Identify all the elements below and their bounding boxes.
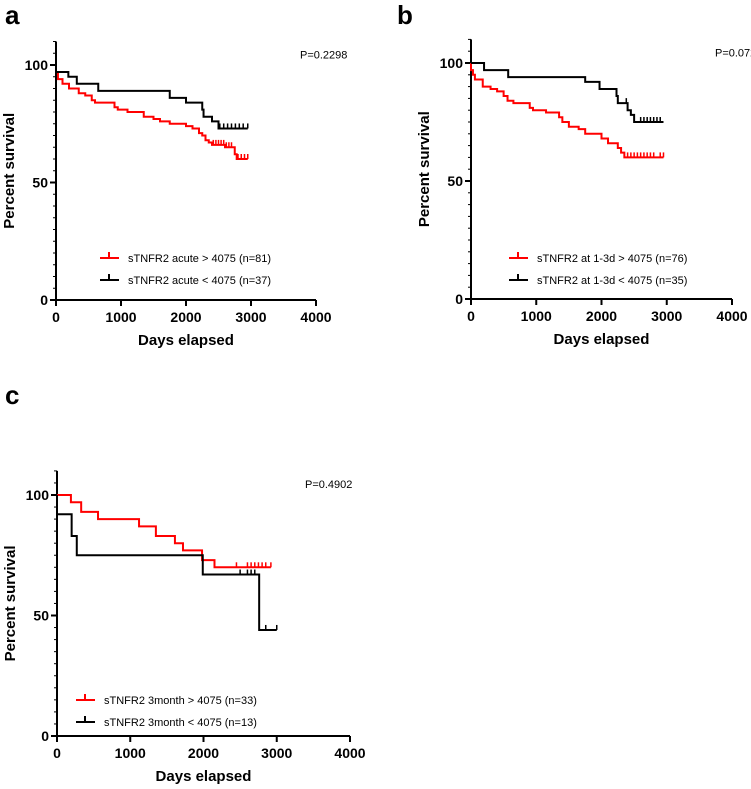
y-tick-label: 100	[25, 57, 49, 73]
y-axis-label: Percent survival	[2, 545, 19, 661]
legend-label: sTNFR2 at 1-3d < 4075 (n=35)	[537, 275, 687, 287]
x-axis-label: Days elapsed	[554, 331, 650, 348]
legend-swatch	[76, 694, 95, 701]
x-tick-label: 4000	[716, 308, 747, 324]
panel-label-b: b	[397, 0, 413, 30]
legend-swatch	[100, 274, 119, 281]
legend-swatch	[509, 252, 528, 259]
survival-curve	[55, 65, 248, 130]
x-tick-label: 3000	[235, 309, 266, 325]
y-tick-label: 100	[440, 55, 464, 71]
legend-swatch	[509, 274, 528, 281]
legend-swatch	[100, 252, 119, 259]
y-tick-label: 0	[40, 292, 48, 308]
survival-curve	[55, 65, 248, 160]
y-tick-label: 50	[33, 608, 49, 624]
legend-label: sTNFR2 3month > 4075 (n=33)	[104, 695, 257, 707]
panel-label-c: c	[5, 380, 20, 410]
x-tick-label: 0	[52, 309, 60, 325]
x-tick-label: 1000	[115, 745, 146, 761]
legend-label: sTNFR2 3month < 4075 (n=13)	[104, 717, 257, 729]
y-tick-label: 0	[41, 728, 49, 744]
x-tick-label: 2000	[188, 745, 219, 761]
legend-label: sTNFR2 acute < 4075 (n=37)	[128, 275, 271, 287]
survival-curve	[470, 63, 664, 159]
x-tick-label: 1000	[521, 308, 552, 324]
x-tick-label: 0	[53, 745, 61, 761]
survival-curve	[57, 494, 271, 569]
x-tick-label: 4000	[300, 309, 331, 325]
y-axis-label: Percent survival	[416, 111, 433, 227]
legend-label: sTNFR2 acute > 4075 (n=81)	[128, 253, 271, 265]
panel-label-a: a	[5, 0, 20, 30]
survival-curve	[471, 62, 664, 123]
x-tick-label: 1000	[105, 309, 136, 325]
x-tick-label: 0	[467, 308, 475, 324]
legend-label: sTNFR2 at 1-3d > 4075 (n=76)	[537, 253, 687, 265]
y-tick-label: 0	[455, 291, 463, 307]
x-axis-label: Days elapsed	[156, 768, 252, 785]
legend-swatch	[76, 716, 95, 723]
x-tick-label: 2000	[170, 309, 201, 325]
p-value: P=0.2298	[300, 50, 347, 62]
y-tick-label: 50	[32, 175, 48, 191]
x-axis-label: Days elapsed	[138, 332, 234, 349]
x-tick-label: 4000	[334, 745, 365, 761]
x-tick-label: 3000	[261, 745, 292, 761]
p-value: P=0.0726	[715, 47, 751, 59]
p-value: P=0.4902	[305, 479, 352, 491]
x-tick-label: 2000	[586, 308, 617, 324]
y-axis-label: Percent survival	[1, 113, 18, 229]
y-tick-label: 100	[26, 487, 50, 503]
survival-curve	[56, 495, 277, 631]
x-tick-label: 3000	[651, 308, 682, 324]
y-tick-label: 50	[447, 173, 463, 189]
